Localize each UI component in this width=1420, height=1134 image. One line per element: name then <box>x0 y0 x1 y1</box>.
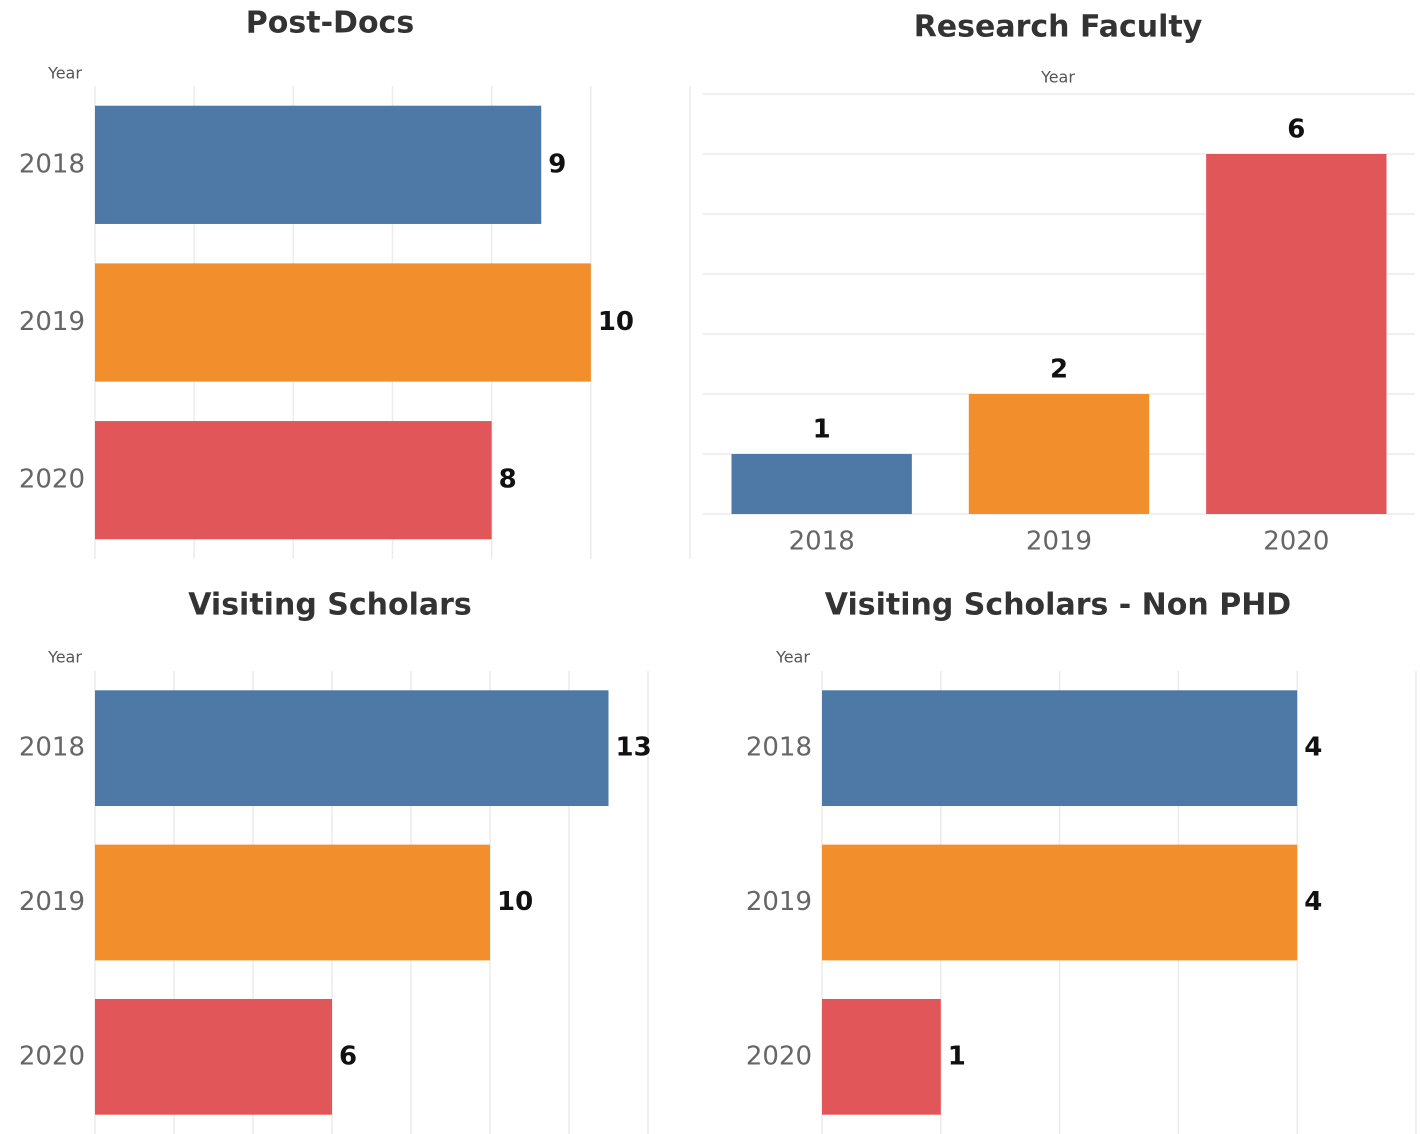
bar <box>968 394 1150 514</box>
category-label: 2018 <box>746 733 812 763</box>
category-label: 2020 <box>746 1041 812 1071</box>
category-label: 2018 <box>19 733 85 763</box>
value-label: 8 <box>499 465 517 495</box>
chart-title: Post-Docs <box>246 6 414 41</box>
bar <box>822 998 941 1115</box>
value-label: 1 <box>813 415 831 445</box>
category-label: 2019 <box>19 307 85 337</box>
chart-title: Research Faculty <box>914 10 1203 45</box>
value-label: 1 <box>948 1041 966 1071</box>
chart-title: Visiting Scholars <box>188 588 472 623</box>
bar <box>95 105 542 224</box>
value-label: 4 <box>1304 887 1322 917</box>
bar <box>822 844 1298 961</box>
category-label: 2018 <box>789 527 855 557</box>
value-label: 4 <box>1304 733 1322 763</box>
axis-label: Year <box>47 64 82 83</box>
category-label: 2020 <box>1263 527 1329 557</box>
value-label: 9 <box>548 149 566 179</box>
value-label: 6 <box>339 1041 357 1071</box>
bar <box>1206 154 1387 514</box>
category-label: 2020 <box>19 465 85 495</box>
axis-label: Year <box>775 648 810 667</box>
value-label: 10 <box>598 307 634 337</box>
value-label: 13 <box>616 733 652 763</box>
category-label: 2019 <box>746 887 812 917</box>
bar <box>95 263 591 382</box>
bar <box>95 844 490 961</box>
bar <box>95 998 332 1115</box>
category-label: 2019 <box>19 887 85 917</box>
category-label: 2020 <box>19 1041 85 1071</box>
value-label: 10 <box>497 887 533 917</box>
category-label: 2019 <box>1026 527 1092 557</box>
bar <box>95 421 492 540</box>
chart-title: Visiting Scholars - Non PHD <box>825 588 1291 623</box>
category-label: 2018 <box>19 149 85 179</box>
axis-label: Year <box>47 648 82 667</box>
value-label: 6 <box>1287 115 1305 145</box>
axis-label: Year <box>1040 68 1075 87</box>
value-label: 2 <box>1050 355 1068 385</box>
bar <box>95 690 609 807</box>
bar <box>822 690 1298 807</box>
bar <box>731 454 912 514</box>
